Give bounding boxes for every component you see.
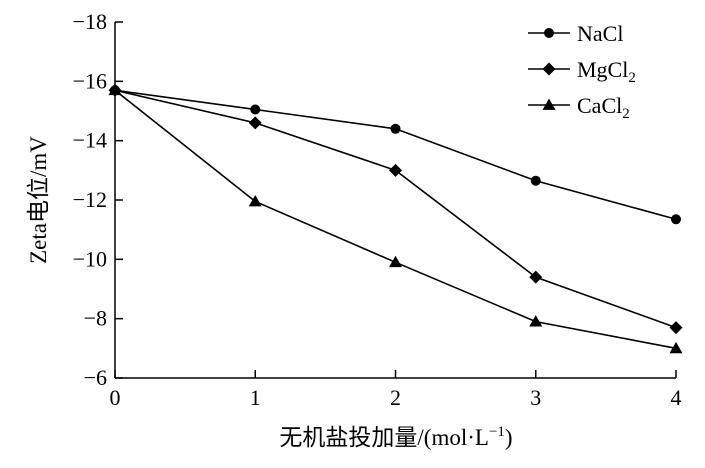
x-tick-label: 0 — [110, 385, 121, 410]
y-tick-label: −6 — [84, 365, 107, 390]
data-point-mgcl2 — [669, 321, 683, 335]
data-point-cacl2 — [529, 315, 543, 327]
legend-marker-cacl2 — [542, 98, 556, 110]
x-tick-label: 1 — [250, 385, 261, 410]
data-point-cacl2 — [389, 255, 402, 268]
legend-label-nacl: NaCl — [577, 21, 623, 46]
y-tick-label: −14 — [73, 128, 107, 153]
legend-label-mgcl2: MgCl2 — [577, 57, 636, 86]
legend-marker-nacl — [544, 28, 554, 38]
data-point-nacl — [390, 123, 401, 134]
y-tick-label: −8 — [84, 306, 107, 331]
x-axis-label-superscript: −1 — [489, 424, 505, 440]
data-point-mgcl2 — [248, 116, 262, 130]
legend-label-cacl2: CaCl2 — [577, 93, 630, 122]
y-tick-label: −10 — [73, 246, 107, 271]
x-tick-label: 2 — [390, 385, 401, 410]
data-point-cacl2 — [669, 341, 683, 354]
legend-marker-mgcl2 — [542, 62, 556, 76]
y-tick-label: −12 — [73, 187, 107, 212]
y-tick-label: −16 — [73, 68, 107, 93]
data-point-nacl — [671, 214, 681, 225]
data-point-cacl2 — [108, 83, 122, 96]
x-tick-label: 3 — [530, 385, 541, 410]
x-tick-label: 4 — [671, 385, 682, 410]
ticks: −18 −16 −14 −12 −10 −8 −60 1 2 3 4 — [73, 9, 682, 410]
legend: NaCl MgCl2 CaCl2 — [528, 21, 636, 122]
data-point-nacl — [250, 104, 261, 115]
y-axis-label: Zeta电位/mV — [26, 136, 51, 264]
data-point-mgcl2 — [529, 270, 543, 284]
data-point-nacl — [530, 175, 541, 186]
y-tick-label: −18 — [73, 9, 107, 34]
x-axis-label: 无机盐投加量/(mol·L−1) — [279, 424, 512, 450]
data-point-cacl2 — [248, 194, 262, 207]
series-lines — [108, 83, 683, 354]
data-point-mgcl2 — [389, 163, 402, 177]
